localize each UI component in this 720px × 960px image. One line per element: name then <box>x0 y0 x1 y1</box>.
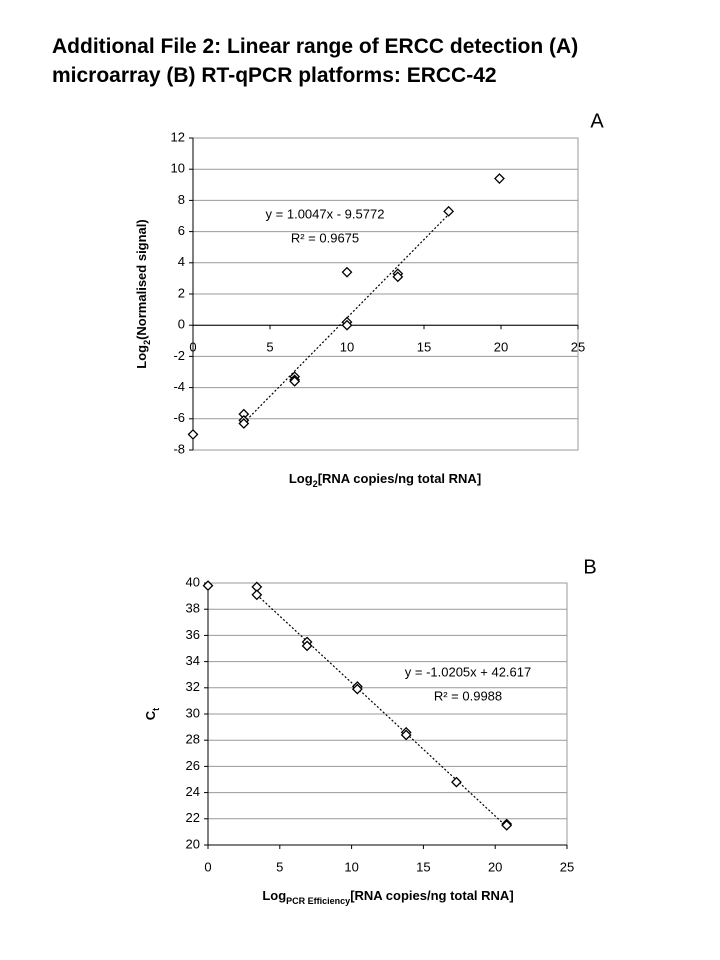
label-base: Log <box>134 345 149 369</box>
y-tick-label: 38 <box>186 601 200 616</box>
point <box>392 271 404 283</box>
x-tick-label: 20 <box>488 859 502 874</box>
point <box>494 173 505 184</box>
x-tick-label: 10 <box>340 340 354 355</box>
y-tick-label: 40 <box>186 574 200 589</box>
y-tick-label: -2 <box>173 348 185 363</box>
y-tick-label: 12 <box>171 129 185 144</box>
point <box>341 266 353 278</box>
label-sub: 2 <box>142 340 152 345</box>
point <box>400 729 412 741</box>
x-tick-label: 5 <box>276 859 283 874</box>
panel-label: A <box>590 110 604 132</box>
y-tick-label: 22 <box>186 810 200 825</box>
y-tick-label: 6 <box>178 223 185 238</box>
y-tick-label: 36 <box>186 627 200 642</box>
point <box>501 819 513 831</box>
x-tick-label: 10 <box>344 859 358 874</box>
axis-label: Log2(Normalised signal) <box>134 219 152 368</box>
y-tick-label: 30 <box>186 705 200 720</box>
y-tick-label: 10 <box>171 161 185 176</box>
annotation: y = 1.0047x - 9.5772 <box>266 206 385 221</box>
label-rest: (Normalised signal) <box>134 219 149 340</box>
label-sub: t <box>151 708 161 711</box>
point <box>251 589 263 601</box>
x-tick-label: 0 <box>204 859 211 874</box>
point <box>341 319 353 331</box>
x-tick-label: 20 <box>494 340 508 355</box>
label-sub: 2 <box>313 479 318 489</box>
y-tick-label: 28 <box>186 732 200 747</box>
axis-label: Log2[RNA copies/ng total RNA] <box>289 471 481 489</box>
point <box>202 580 214 592</box>
point <box>351 683 363 695</box>
y-tick-label: 4 <box>178 254 185 269</box>
label-rest: [RNA copies/ng total RNA] <box>318 471 481 486</box>
y-tick-label: 24 <box>186 784 200 799</box>
x-tick-label: 5 <box>266 340 273 355</box>
page-title: Additional File 2: Linear range of ERCC … <box>52 35 579 87</box>
label-base: Log <box>289 471 313 486</box>
y-tick-label: 0 <box>178 317 185 332</box>
x-tick-label: 25 <box>560 859 574 874</box>
point <box>451 776 462 788</box>
panel-label: B <box>583 556 596 578</box>
y-tick-label: 8 <box>178 192 185 207</box>
y-tick-label: -8 <box>173 441 185 456</box>
y-tick-label: 2 <box>178 285 185 300</box>
annotation: R² = 0.9988 <box>434 688 502 703</box>
y-tick-label: -6 <box>173 410 185 425</box>
point <box>301 640 313 652</box>
axis-label: LogPCR Efficiency[RNA copies/ng total RN… <box>262 888 513 906</box>
y-tick-label: 20 <box>186 836 200 851</box>
trendline <box>243 214 450 424</box>
y-tick-label: 26 <box>186 758 200 773</box>
label-rest: [RNA copies/ng total RNA] <box>350 888 513 903</box>
x-tick-label: 15 <box>416 859 430 874</box>
point <box>289 375 301 387</box>
annotation: R² = 0.9675 <box>291 230 359 245</box>
label-base: C <box>143 710 158 720</box>
annotation: y = -1.0205x + 42.617 <box>405 664 531 679</box>
label-sub: PCR Efficiency <box>286 896 350 906</box>
axis-label: Ct <box>143 708 161 720</box>
x-tick-label: 25 <box>571 340 585 355</box>
point <box>187 428 199 440</box>
x-tick-label: 15 <box>417 340 431 355</box>
point <box>443 205 455 217</box>
label-base: Log <box>262 888 286 903</box>
x-tick-label: 0 <box>189 340 196 355</box>
y-tick-label: 32 <box>186 679 200 694</box>
y-tick-label: -4 <box>173 379 185 394</box>
point <box>238 418 250 429</box>
y-tick-label: 34 <box>186 653 200 668</box>
trendline <box>256 594 508 828</box>
